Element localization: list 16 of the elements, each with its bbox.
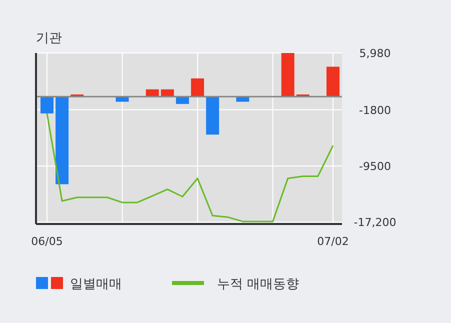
line-series [46, 112, 334, 222]
bar [206, 96, 220, 135]
bar [40, 96, 54, 114]
y-tick-label: 5,980 [359, 47, 391, 60]
x-tick-label: 06/05 [31, 235, 63, 248]
bar [281, 53, 294, 97]
y-tick-label: -1800 [359, 104, 391, 117]
bar [191, 78, 204, 97]
legend-label: 일별매매 [70, 277, 122, 292]
bar [326, 66, 340, 97]
legend-label: 누적 매매동향 [217, 277, 300, 292]
bar [56, 96, 69, 184]
y-tick-label: -17,200 [354, 216, 396, 230]
x-tick-label: 07/02 [317, 235, 349, 248]
y-tick-label: -9500 [359, 160, 391, 173]
chart-title: 기관 [36, 31, 62, 46]
